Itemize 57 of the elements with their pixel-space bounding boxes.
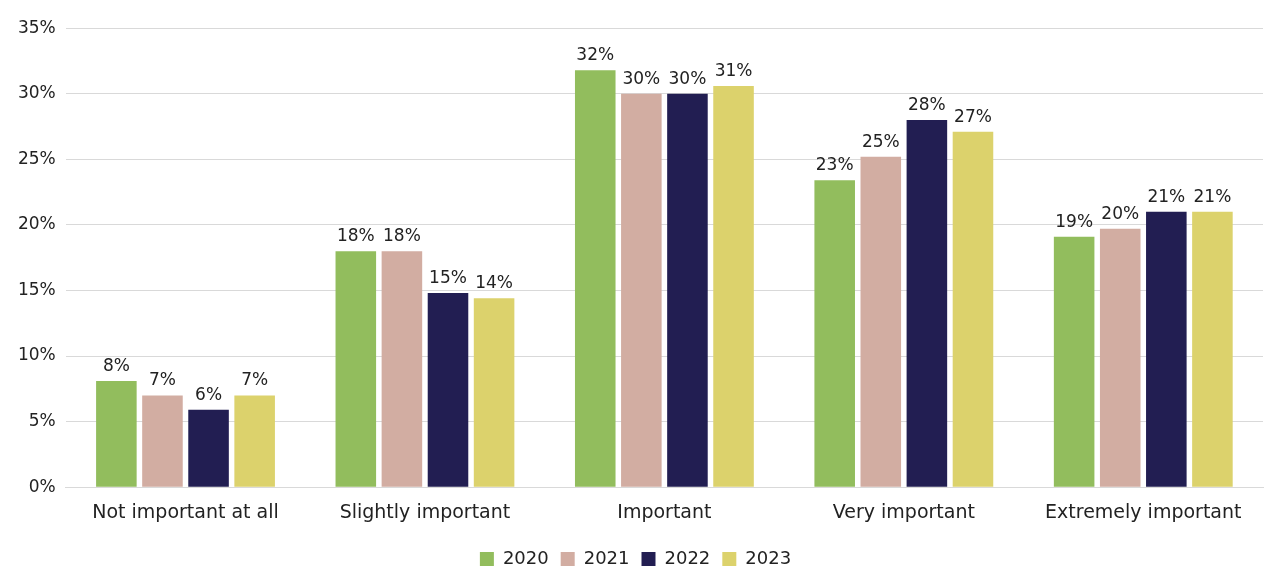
y-tick-label: 30% xyxy=(17,82,56,103)
bar xyxy=(1053,236,1095,487)
data-label: 7% xyxy=(148,369,176,390)
legend-label: 2023 xyxy=(745,546,792,568)
bar xyxy=(621,93,662,487)
x-tick-label: Very important xyxy=(832,499,975,522)
bar xyxy=(427,293,469,487)
bar xyxy=(906,120,948,487)
bar xyxy=(574,70,616,487)
legend-label: 2020 xyxy=(502,546,549,568)
bar xyxy=(1192,211,1233,487)
data-label: 25% xyxy=(861,130,900,151)
bar xyxy=(713,85,754,487)
data-label: 30% xyxy=(668,67,707,88)
data-label: 7% xyxy=(241,369,269,390)
data-label: 28% xyxy=(907,93,946,114)
x-tick-label: Important xyxy=(617,499,712,522)
bar xyxy=(188,409,229,487)
bar xyxy=(814,180,855,487)
data-label: 23% xyxy=(815,154,854,175)
bar xyxy=(234,395,275,487)
data-label: 15% xyxy=(429,267,467,288)
data-label: 8% xyxy=(102,354,130,375)
data-label: 19% xyxy=(1055,210,1094,231)
y-tick-label: 15% xyxy=(17,278,56,299)
x-tick-label: Not important at all xyxy=(92,499,279,522)
y-tick-label: 25% xyxy=(17,147,56,168)
data-label: 32% xyxy=(576,44,615,65)
data-label: 14% xyxy=(475,272,513,293)
data-label: 30% xyxy=(622,67,661,88)
bar xyxy=(667,93,708,487)
data-label: 18% xyxy=(336,225,375,246)
bar xyxy=(860,156,902,487)
bar xyxy=(473,298,515,487)
data-label: 21% xyxy=(1193,185,1232,206)
bar xyxy=(142,395,183,487)
data-label: 27% xyxy=(954,105,992,126)
legend-label: 2021 xyxy=(583,546,630,568)
y-tick-label: 20% xyxy=(17,213,56,234)
data-label: 21% xyxy=(1147,185,1186,206)
bar xyxy=(381,251,423,487)
data-label: 31% xyxy=(714,59,753,80)
y-tick-label: 5% xyxy=(28,410,56,431)
y-tick-label: 35% xyxy=(17,16,56,37)
legend-label: 2022 xyxy=(664,546,711,568)
x-tick-label: Extremely important xyxy=(1045,499,1242,522)
data-label: 6% xyxy=(195,383,223,404)
y-tick-label: 0% xyxy=(28,475,56,496)
bar xyxy=(335,251,377,487)
bar xyxy=(1146,211,1187,487)
data-label: 20% xyxy=(1101,202,1140,223)
data-label: 18% xyxy=(383,225,421,246)
x-tick-label: Slightly important xyxy=(339,499,511,522)
bar xyxy=(96,380,137,487)
bar xyxy=(1099,228,1141,487)
bar xyxy=(952,131,994,487)
y-tick-label: 10% xyxy=(17,344,56,365)
